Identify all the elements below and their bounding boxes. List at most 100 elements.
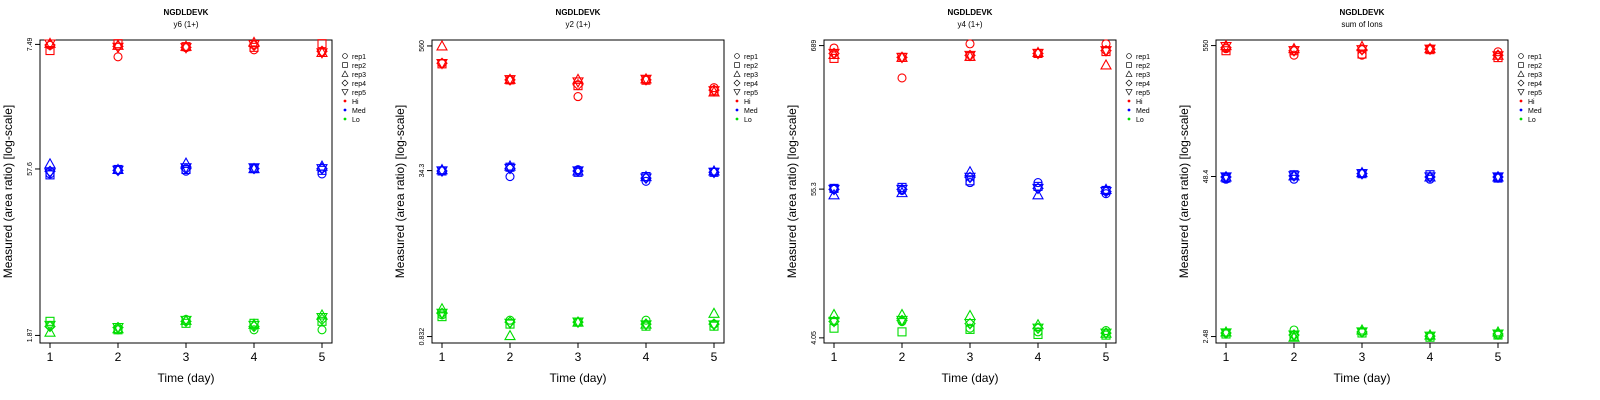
x-tick-label: 1 xyxy=(1223,350,1230,364)
y-tick-label: 57.6 xyxy=(27,162,34,176)
legend-label: rep3 xyxy=(1528,72,1542,79)
legend-dot-lo xyxy=(343,117,347,121)
data-point-lo-rep5 xyxy=(1032,323,1044,335)
data-point-hi-rep2 xyxy=(1221,46,1231,56)
data-point-hi-rep3 xyxy=(248,36,260,47)
chart-subtitle: y6 (1+) xyxy=(173,20,198,29)
data-point-hi-rep1 xyxy=(829,43,839,53)
data-point-hi-rep5 xyxy=(1032,48,1044,60)
legend: rep1 rep2 rep3 rep4 rep5 Hi Med Lo xyxy=(1125,53,1150,124)
data-point-hi-rep5 xyxy=(828,48,840,60)
data-point-med-rep3 xyxy=(180,156,192,168)
data-point-med-rep3 xyxy=(112,163,124,175)
y-tick-label: 550 xyxy=(1203,40,1210,52)
data-point-hi-rep5 xyxy=(572,77,584,89)
legend-symbol-rep5 xyxy=(1125,89,1133,96)
y-tick-label: 0.832 xyxy=(419,328,426,346)
legend-symbol-rep1 xyxy=(1518,53,1524,59)
data-point-hi-rep3 xyxy=(572,73,584,84)
x-axis-label: Time (day) xyxy=(942,371,999,385)
legend-symbol-rep1 xyxy=(1126,53,1132,59)
legend-label: rep1 xyxy=(1136,54,1150,61)
data-point-lo-rep5 xyxy=(436,308,448,320)
data-point-med-rep5 xyxy=(1492,172,1504,184)
legend-dot-med xyxy=(735,108,739,112)
legend-symbol-rep3 xyxy=(1517,70,1525,77)
legend-label: rep4 xyxy=(1528,81,1542,88)
legend-label: rep1 xyxy=(352,54,366,61)
legend-label: Hi xyxy=(1136,99,1143,106)
legend-symbol-rep3 xyxy=(1125,70,1133,77)
legend-label: Lo xyxy=(1136,117,1144,124)
data-point-lo-rep2 xyxy=(317,316,327,326)
data-point-lo-rep3 xyxy=(316,308,328,320)
data-point-med-rep5 xyxy=(1288,171,1300,182)
data-point-hi-rep5 xyxy=(112,42,124,54)
data-point-lo-rep3 xyxy=(640,317,652,329)
data-point-lo-rep2 xyxy=(1033,329,1043,339)
data-point-hi-rep5 xyxy=(436,58,448,70)
data-point-lo-rep5 xyxy=(180,315,192,327)
data-point-lo-rep5 xyxy=(248,320,260,332)
data-point-hi-rep5 xyxy=(964,50,976,62)
x-tick-label: 4 xyxy=(1035,350,1042,364)
legend-label: rep5 xyxy=(744,90,758,97)
legend-label: rep2 xyxy=(744,63,758,70)
data-point-hi-rep1 xyxy=(573,92,583,102)
chart-subtitle: sum of Ions xyxy=(1341,20,1382,29)
data-point-hi-rep2 xyxy=(249,42,259,52)
data-point-med-rep5 xyxy=(572,166,584,178)
y-tick-label: 1.87 xyxy=(27,329,34,343)
legend-label: Lo xyxy=(744,117,752,124)
data-point-med-rep5 xyxy=(964,172,976,184)
data-point-lo-rep5 xyxy=(572,317,584,329)
data-point-med-rep1 xyxy=(641,176,651,186)
x-tick-label: 5 xyxy=(711,350,718,364)
data-point-lo-rep3 xyxy=(828,308,840,320)
legend-dot-hi xyxy=(735,99,739,103)
legend-label: rep3 xyxy=(1136,72,1150,79)
plot-frame xyxy=(823,39,1117,344)
data-point-med-rep5 xyxy=(828,184,840,196)
y-tick-label: 689 xyxy=(811,40,818,52)
legend-label: rep3 xyxy=(744,72,758,79)
data-point-lo-rep5 xyxy=(1220,328,1232,340)
data-point-med-rep5 xyxy=(640,173,652,185)
legend-label: Med xyxy=(1528,108,1542,115)
data-point-hi-rep5 xyxy=(180,43,192,54)
legend-symbol-rep3 xyxy=(733,70,741,77)
legend-dot-med xyxy=(1519,108,1523,112)
x-tick-label: 3 xyxy=(575,350,582,364)
y-tick-label: 34.3 xyxy=(419,164,426,178)
data-point-lo-rep1 xyxy=(1289,325,1299,335)
data-point-med-rep3 xyxy=(1032,188,1044,200)
x-tick-label: 1 xyxy=(47,350,54,364)
data-point-hi-rep1 xyxy=(897,73,907,83)
x-tick-label: 2 xyxy=(115,350,122,364)
x-axis-label: Time (day) xyxy=(1334,371,1391,385)
legend-label: rep4 xyxy=(1136,81,1150,88)
data-point-hi-rep5 xyxy=(504,75,516,86)
data-point-hi-rep3 xyxy=(436,39,448,51)
y-tick-label: 48.4 xyxy=(1203,170,1210,184)
x-tick-label: 1 xyxy=(439,350,446,364)
data-point-med-rep5 xyxy=(44,168,56,180)
legend-dot-med xyxy=(1127,108,1131,112)
plot-frame xyxy=(39,39,333,344)
legend-label: Lo xyxy=(352,117,360,124)
data-point-med-rep5 xyxy=(1356,169,1368,180)
x-tick-label: 4 xyxy=(643,350,650,364)
x-tick-label: 5 xyxy=(319,350,326,364)
data-point-lo-rep5 xyxy=(1100,328,1112,340)
x-tick-label: 2 xyxy=(899,350,906,364)
x-tick-label: 2 xyxy=(507,350,514,364)
y-tick-label: 4.05 xyxy=(811,331,818,345)
x-tick-label: 2 xyxy=(1291,350,1298,364)
y-tick-label: 2.48 xyxy=(1203,330,1210,344)
legend-symbol-rep4 xyxy=(1125,79,1133,87)
legend-label: rep5 xyxy=(352,90,366,97)
y-axis-label: Measured (area ratio) [log-scale] xyxy=(1177,105,1191,278)
legend-dot-hi xyxy=(1127,99,1131,103)
data-point-lo-rep4 xyxy=(504,316,516,328)
